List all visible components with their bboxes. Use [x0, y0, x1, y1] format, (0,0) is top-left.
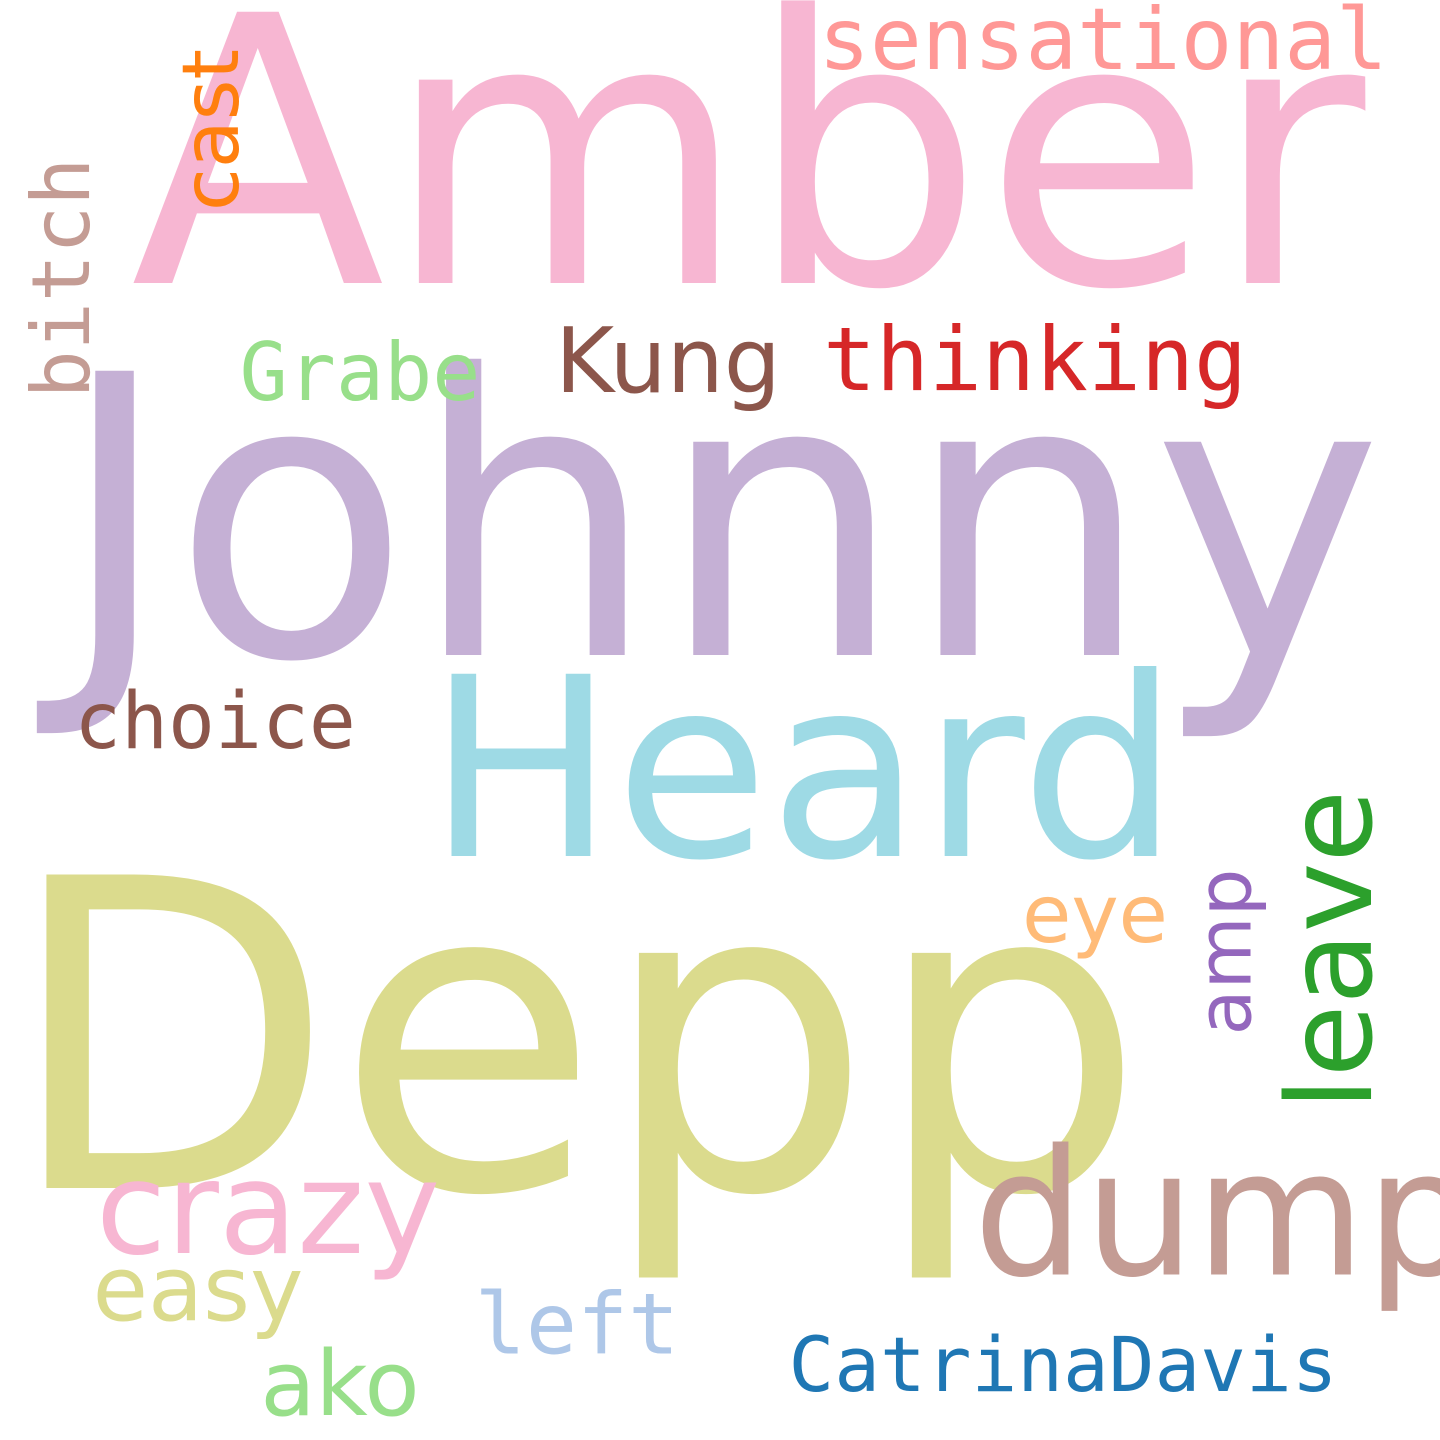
word-grabe: Grabe: [239, 326, 481, 419]
word-leave: leave: [1261, 789, 1399, 1111]
word-crazy: crazy: [95, 1135, 441, 1284]
word-amber: Amber: [130, 0, 1366, 371]
word-ako: ako: [260, 1332, 420, 1437]
word-eye: eye: [1022, 868, 1168, 961]
word-bitch: bitch: [15, 157, 108, 399]
word-depp: Depp: [4, 790, 1146, 1290]
word-amp: amp: [1180, 868, 1269, 1036]
word-easy: easy: [92, 1237, 304, 1342]
word-sensational: sensational: [818, 0, 1388, 90]
word-heard: Heard: [426, 624, 1180, 915]
word-thinking: thinking: [823, 308, 1247, 411]
word-left: left: [474, 1275, 680, 1375]
word-catrinadavis: CatrinaDavis: [788, 1320, 1338, 1409]
word-johnny: Johnny: [57, 293, 1383, 747]
word-cast: cast: [167, 49, 257, 211]
word-choice: choice: [74, 677, 356, 767]
word-kung: Kung: [555, 309, 781, 414]
word-dump: dump: [973, 1113, 1440, 1317]
